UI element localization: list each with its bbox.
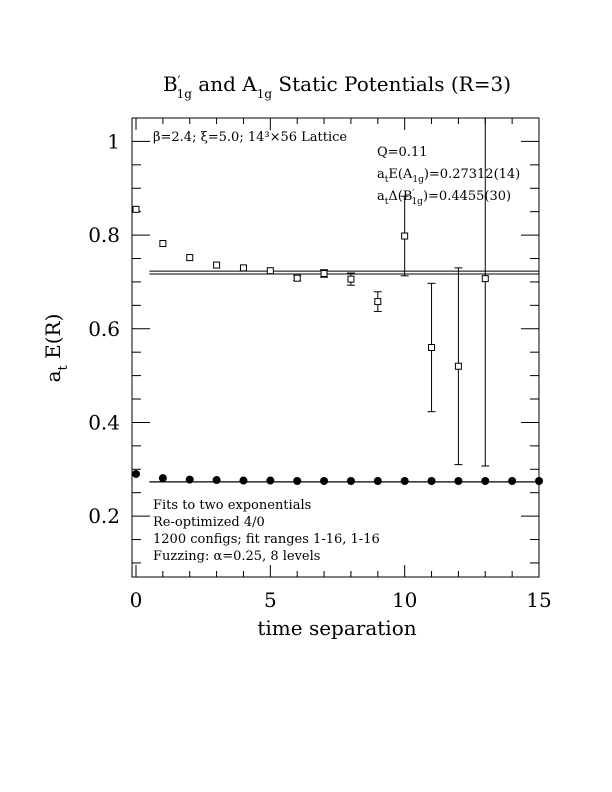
data-point-square bbox=[132, 205, 140, 213]
axis-ticks: 0 5 10 15 0.2 0.4 0.6 0.8 1 bbox=[88, 118, 552, 612]
y-label-sub: t bbox=[56, 364, 71, 370]
data-point-circle bbox=[239, 476, 248, 485]
title-end: Static Potentials (R=3) bbox=[272, 72, 511, 96]
lattice-label: β=2.4; ξ=5.0; 14³×56 Lattice bbox=[153, 130, 347, 145]
fit-q: Q=0.11 bbox=[377, 145, 428, 160]
plot-frame bbox=[131, 117, 540, 578]
data-point-square bbox=[239, 264, 247, 272]
data-point-square bbox=[347, 275, 355, 283]
data-point-square bbox=[428, 344, 436, 351]
data-point-square bbox=[374, 298, 382, 306]
fit-b1g-gap: atΔ(B′ 1g)=0.4455(30) bbox=[377, 189, 511, 207]
data-point-circle bbox=[266, 476, 275, 485]
y-tick-label: 0.8 bbox=[88, 223, 120, 247]
data-point-circle bbox=[373, 476, 382, 485]
data-point-circle bbox=[400, 476, 409, 485]
note-reoptimized: Re-optimized 4/0 bbox=[153, 515, 265, 530]
data-point-circle bbox=[293, 476, 302, 485]
data-point-circle bbox=[158, 474, 167, 483]
data-point-square bbox=[401, 232, 409, 240]
title-b-sub: 1g bbox=[177, 87, 193, 101]
x-tick-label: 0 bbox=[130, 588, 143, 612]
x-axis-label: time separation bbox=[257, 616, 416, 640]
data-point-circle bbox=[185, 475, 194, 484]
data-point-square bbox=[481, 275, 489, 283]
chart-title: B′ 1g and A1g Static Potentials (R=3) bbox=[163, 72, 511, 101]
data-point-square bbox=[213, 261, 221, 269]
x-tick-label: 10 bbox=[392, 588, 417, 612]
data-point-circle bbox=[508, 476, 517, 485]
y-label-rest: E(R) bbox=[41, 314, 65, 366]
data-point-square bbox=[320, 269, 328, 277]
data-point-circle bbox=[320, 476, 329, 485]
y-tick-label: 0.4 bbox=[88, 410, 120, 434]
x-tick-label: 5 bbox=[264, 588, 277, 612]
fit-a1g-energy: atE(A1g)=0.27312(14) bbox=[377, 167, 520, 185]
title-a-sub: 1g bbox=[257, 87, 273, 101]
data-point-circle bbox=[454, 476, 463, 485]
note-fit-type: Fits to two exponentials bbox=[153, 498, 311, 513]
y-axis-label: at E(R) bbox=[41, 314, 71, 383]
note-fuzzing: Fuzzing: α=0.25, 8 levels bbox=[153, 549, 320, 564]
data-point-circle bbox=[346, 476, 355, 485]
y-tick-label: 1 bbox=[107, 129, 120, 153]
title-b-prime: ′ bbox=[178, 74, 181, 89]
data-point-circle bbox=[427, 476, 436, 485]
data-point-square bbox=[186, 254, 194, 262]
x-tick-label: 15 bbox=[526, 588, 551, 612]
y-label-a: a bbox=[41, 370, 65, 382]
data-point-circle bbox=[212, 476, 221, 485]
title-mid: and A bbox=[192, 72, 257, 96]
y-tick-label: 0.2 bbox=[88, 504, 120, 528]
note-configs: 1200 configs; fit ranges 1-16, 1-16 bbox=[153, 532, 380, 547]
data-point-square bbox=[159, 240, 167, 248]
fit-lines bbox=[149, 270, 539, 483]
title-b: B bbox=[163, 72, 178, 96]
data-points bbox=[132, 118, 543, 485]
data-point-circle bbox=[535, 476, 543, 485]
data-point-square bbox=[266, 267, 274, 275]
y-tick-label: 0.6 bbox=[88, 317, 120, 341]
data-point-circle bbox=[481, 476, 490, 485]
data-point-square bbox=[293, 274, 301, 282]
data-point-circle bbox=[132, 469, 140, 478]
data-point-square bbox=[454, 362, 462, 370]
